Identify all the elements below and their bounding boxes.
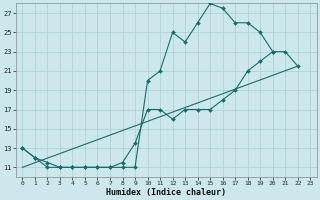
X-axis label: Humidex (Indice chaleur): Humidex (Indice chaleur) bbox=[106, 188, 226, 197]
